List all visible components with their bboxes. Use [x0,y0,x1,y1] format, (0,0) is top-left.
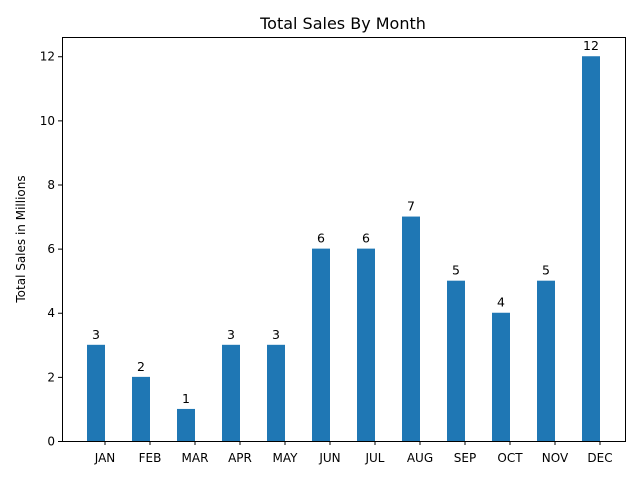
bar-nov[interactable] [537,280,555,441]
x-tick-label-mar: MAR [182,451,209,465]
bar-sep[interactable] [447,280,465,441]
data-label-apr: 3 [227,327,235,342]
x-axis-ticks: JAN FEB MAR APR MAY JUN JUL AUG SEP OCT NOV DEC [94,441,613,465]
data-label-mar: 1 [182,391,190,406]
bar-jul[interactable] [357,248,375,441]
x-tick-label-jan: JAN [94,451,116,465]
data-label-nov: 5 [542,263,550,278]
data-label-jun: 6 [317,231,325,246]
bar-may[interactable] [267,344,285,441]
bar-dec[interactable] [582,56,600,441]
bars-layer [87,56,600,441]
x-tick-label-jul: JUL [364,451,384,465]
data-label-jul: 6 [362,231,370,246]
bar-oct[interactable] [492,312,510,441]
bar-apr[interactable] [222,344,240,441]
bar-mar[interactable] [177,408,195,441]
x-tick-label-aug: AUG [407,451,433,465]
chart-title: Total Sales By Month [259,14,426,33]
y-tick-label-6: 12 [40,50,55,64]
data-label-feb: 2 [137,359,145,374]
y-axis-ticks: 0 2 4 6 8 10 12 [40,50,62,449]
y-tick-label-4: 8 [47,178,55,192]
data-label-may: 3 [272,327,280,342]
data-label-sep: 5 [452,263,460,278]
y-tick-label-3: 6 [47,242,55,256]
bar-jun[interactable] [312,248,330,441]
data-label-aug: 7 [407,199,415,214]
x-tick-label-nov: NOV [542,451,569,465]
y-tick-label-5: 10 [40,114,55,128]
y-tick-label-0: 0 [47,435,55,449]
data-label-dec: 12 [583,38,599,53]
bar-aug[interactable] [402,216,420,441]
bar-feb[interactable] [132,376,150,441]
y-tick-label-2: 4 [47,306,55,320]
y-tick-label-1: 2 [47,370,55,384]
x-tick-label-dec: DEC [587,451,612,465]
bar-jan[interactable] [87,344,105,441]
data-label-oct: 4 [497,295,505,310]
x-tick-label-may: MAY [273,451,299,465]
x-tick-label-oct: OCT [497,451,523,465]
y-axis-label: Total Sales in Millions [14,175,28,303]
data-labels-layer: 3 2 1 3 3 6 6 7 5 4 5 12 [92,38,599,406]
data-label-jan: 3 [92,327,100,342]
x-tick-label-feb: FEB [139,451,162,465]
x-tick-label-sep: SEP [454,451,476,465]
x-tick-label-jun: JUN [318,451,340,465]
x-tick-label-apr: APR [228,451,252,465]
plot-frame [62,37,626,442]
